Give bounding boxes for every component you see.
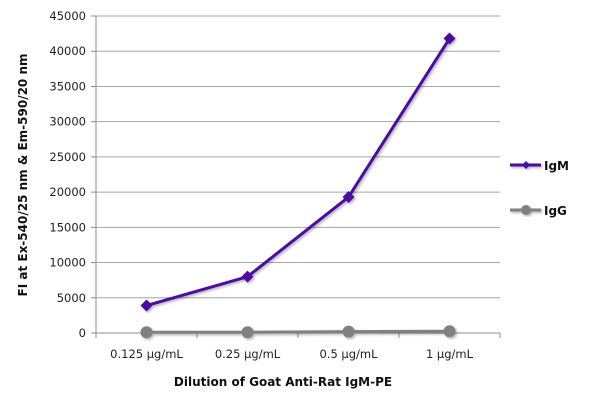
series-line (146, 37, 451, 307)
y-tick-label: 40000 (49, 44, 86, 58)
y-tick-label: 10000 (49, 256, 86, 270)
data-point-circle (342, 325, 355, 338)
legend-item-igg (510, 205, 541, 215)
y-tick-label: 15000 (49, 220, 86, 234)
y-tick-label: 35000 (49, 79, 86, 93)
x-tick-label: 0.25 µg/mL (215, 347, 281, 361)
legend-item-igm (510, 161, 541, 169)
series-line (146, 329, 450, 334)
series-igm (140, 32, 456, 312)
x-axis: 0.125 µg/mL 0.25 µg/mL 0.5 µg/mL 1 µg/mL (95, 332, 501, 361)
data-point-circle (140, 326, 153, 339)
y-tick-label: 25000 (49, 150, 86, 164)
series-igg (140, 325, 456, 339)
data-point-circle (443, 325, 456, 338)
legend: IgM IgG (510, 159, 569, 218)
data-point-circle (241, 326, 254, 339)
legend-label: IgM (544, 159, 569, 173)
y-tick-label: 30000 (49, 115, 86, 129)
series-group (140, 32, 456, 339)
x-tick-label: 0.125 µg/mL (110, 347, 183, 361)
data-point-diamond (342, 191, 355, 204)
y-tick-label: 5000 (57, 291, 86, 305)
data-point-diamond (241, 270, 254, 283)
y-tick-label: 0 (79, 326, 86, 340)
data-point-diamond (140, 299, 153, 312)
y-tick-label: 20000 (49, 185, 86, 199)
x-tick-label: 0.5 µg/mL (319, 347, 378, 361)
legend-label: IgG (544, 204, 567, 218)
legend-circle-icon (521, 205, 531, 215)
x-axis-title: Dilution of Goat Anti-Rat IgM-PE (174, 375, 392, 389)
legend-diamond-icon (522, 161, 530, 169)
data-point-diamond (443, 32, 456, 45)
y-axis-title: FI at Ex-540/25 nm & Em-590/20 nm (16, 54, 30, 297)
gridlines (96, 15, 500, 299)
x-tick-label: 1 µg/mL (426, 347, 474, 361)
y-axis: 0 5000 10000 15000 20000 25000 30000 35000 40000… (49, 9, 97, 340)
y-tick-label: 45000 (49, 9, 86, 23)
